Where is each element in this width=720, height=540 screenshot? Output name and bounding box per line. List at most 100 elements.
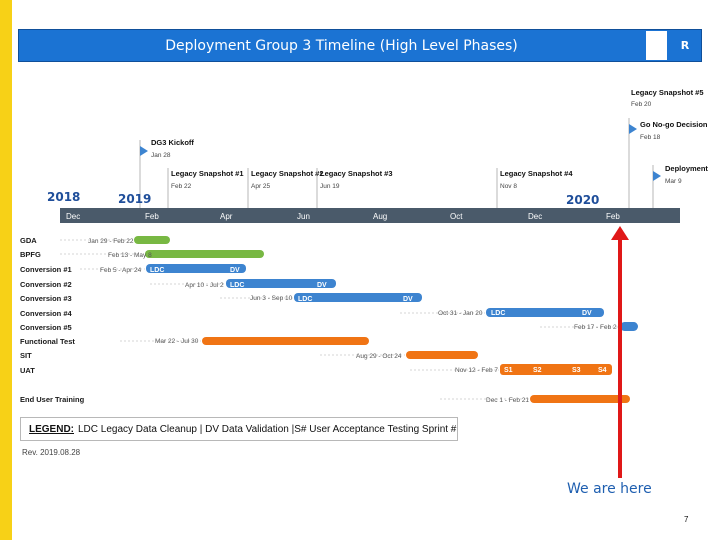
tag-dv: DV — [582, 310, 592, 317]
phase-bar — [134, 236, 170, 244]
phase-range: Feb 13 - May 8 — [108, 252, 152, 259]
title-white-box — [646, 31, 667, 60]
row-label-sit: SIT — [20, 351, 32, 360]
tag-ldc: LDC — [230, 282, 244, 289]
tag-dv: DV — [317, 282, 327, 289]
row-label-conversion-1: Conversion #1 — [20, 265, 72, 274]
tag-s1: S1 — [504, 367, 513, 374]
milestone-go-no-go: Go No-go Decision Feb 18 — [628, 118, 708, 208]
milestone-name: Deployment — [665, 164, 708, 173]
phase-range: Nov 12 - Feb 7 — [455, 367, 498, 374]
milestone-deployment: Deployment Mar 9 — [652, 164, 708, 208]
phase-conversion-1: Feb 5 - Apr 24 LDC DV — [80, 264, 246, 274]
phase-conversion-4: Oct 31 - Jan 20 LDC DV — [400, 308, 604, 317]
phase-sit: Aug 29 - Oct 24 — [320, 351, 478, 360]
month-label: Jun — [297, 212, 310, 221]
tag-ldc: LDC — [150, 267, 164, 274]
phase-range: Aug 29 - Oct 24 — [356, 353, 402, 360]
legend-key: LEGEND: — [29, 423, 74, 435]
flag-icon — [140, 146, 148, 156]
row-label-bpfg: BPFG — [20, 250, 41, 259]
phase-end-user-training: Dec 1 - Feb 21 — [440, 395, 630, 404]
milestone-legacy-snapshot-1: Legacy Snapshot #1 Feb 22 — [167, 168, 244, 208]
month-label: Feb — [606, 212, 620, 221]
revision-label: Rev. 2019.08.28 — [22, 448, 81, 457]
side-accent-stripe — [0, 0, 12, 540]
phase-conversion-2: Apr 10 - Jul 2 LDC DV — [150, 279, 336, 289]
tag-dv: DV — [230, 267, 240, 274]
month-label: Dec — [528, 212, 542, 221]
tag-ldc: LDC — [491, 310, 505, 317]
year-label-2018: 2018 — [47, 190, 80, 204]
phase-bar — [294, 293, 422, 302]
title-bar: Deployment Group 3 Timeline (High Level … — [18, 29, 702, 62]
phase-uat: Nov 12 - Feb 7 S1 S2 S3 S4 — [410, 364, 612, 375]
flag-icon — [653, 171, 661, 181]
year-label-2020: 2020 — [566, 193, 599, 207]
phase-range: Feb 5 - Apr 24 — [100, 267, 142, 274]
phase-gda: Jan 29 - Feb 22 — [60, 236, 170, 245]
tag-s2: S2 — [533, 367, 542, 374]
month-axis-bar — [60, 208, 680, 223]
phase-range: Mar 22 - Jul 30 — [155, 338, 199, 345]
phase-bar — [226, 279, 336, 288]
phase-bar — [500, 364, 612, 375]
today-label: We are here — [567, 481, 652, 497]
row-label-conversion-3: Conversion #3 — [20, 294, 72, 303]
row-label-conversion-4: Conversion #4 — [20, 309, 73, 318]
milestone-legacy-snapshot-2: Legacy Snapshot #2 Apr 25 — [247, 168, 324, 208]
month-label: Dec — [66, 212, 80, 221]
row-label-conversion-2: Conversion #2 — [20, 280, 72, 289]
phase-bar — [202, 337, 369, 345]
milestone-name: Legacy Snapshot #5 — [631, 88, 704, 97]
phase-range: Dec 1 - Feb 21 — [486, 397, 529, 404]
title-logo-mark: R — [680, 39, 690, 52]
milestone-legacy-snapshot-4: Legacy Snapshot #4 Nov 8 — [496, 168, 573, 208]
phase-bpfg: Feb 13 - May 8 — [60, 250, 264, 259]
phase-range: Apr 10 - Jul 2 — [185, 282, 224, 289]
month-label: Feb — [145, 212, 159, 221]
milestone-date: Feb 20 — [631, 101, 652, 108]
milestone-name: Legacy Snapshot #4 — [500, 169, 573, 178]
tag-dv: DV — [403, 296, 413, 303]
flag-icon — [629, 124, 637, 134]
row-label-uat: UAT — [20, 366, 35, 375]
phase-conversion-3: Jun 3 - Sep 10 LDC DV — [220, 293, 422, 303]
phase-bar — [486, 308, 604, 317]
milestone-name: Go No-go Decision — [640, 120, 708, 129]
month-label: Oct — [450, 212, 463, 221]
phase-bar — [406, 351, 478, 359]
phase-bar — [145, 250, 264, 258]
milestone-date: Jun 19 — [320, 183, 340, 190]
phase-functional-test: Mar 22 - Jul 30 — [120, 337, 369, 345]
milestone-date: Nov 8 — [500, 183, 517, 190]
phase-range: Oct 31 - Jan 20 — [438, 310, 483, 317]
milestone-name: Legacy Snapshot #2 — [251, 169, 324, 178]
row-label-functional-test: Functional Test — [20, 337, 75, 346]
page-number: 7 — [684, 515, 689, 524]
milestone-name: DG3 Kickoff — [151, 138, 194, 147]
row-label-gda: GDA — [20, 236, 37, 245]
milestone-dg3-kickoff: DG3 Kickoff Jan 28 — [139, 138, 194, 208]
milestone-date: Jan 28 — [151, 152, 171, 159]
row-label-end-user-training: End User Training — [20, 395, 85, 404]
month-label: Aug — [373, 212, 387, 221]
milestone-date: Apr 25 — [251, 183, 271, 190]
phase-range: Feb 17 - Feb 2 — [574, 324, 617, 331]
legend: LEGEND: LDC Legacy Data Cleanup | DV Dat… — [20, 417, 458, 441]
tag-s3: S3 — [572, 367, 581, 374]
up-arrow-icon — [611, 226, 629, 240]
phase-bar — [620, 322, 638, 331]
phase-bar — [146, 264, 246, 273]
today-marker — [611, 226, 629, 478]
phase-range: Jan 29 - Feb 22 — [88, 238, 134, 245]
milestone-legacy-snapshot-5: Legacy Snapshot #5 Feb 20 — [631, 88, 704, 108]
legend-text: LDC Legacy Data Cleanup | DV Data Valida… — [78, 423, 457, 435]
milestone-date: Feb 18 — [640, 134, 661, 141]
milestone-date: Feb 22 — [171, 183, 192, 190]
milestone-legacy-snapshot-3: Legacy Snapshot #3 Jun 19 — [316, 168, 393, 208]
milestone-name: Legacy Snapshot #1 — [171, 169, 244, 178]
tag-s4: S4 — [598, 367, 607, 374]
year-label-2019: 2019 — [118, 192, 151, 206]
